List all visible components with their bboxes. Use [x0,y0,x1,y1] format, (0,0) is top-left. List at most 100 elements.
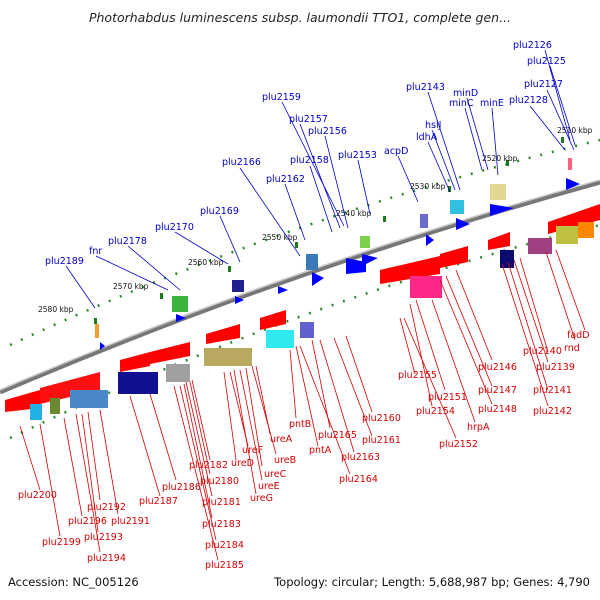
gene-arrow [440,246,468,268]
scale-label: 2560 kbp [188,258,224,267]
gene-label-top: acpD [384,146,408,157]
gene-arrow [150,342,190,364]
gene-label-bottom: plu2184 [205,540,244,551]
gene-label-top: plu2126 [513,40,552,51]
gene-label-top: plu2157 [289,114,328,125]
gene-label-bottom: ureA [270,434,293,445]
scale-label: 2570 kbp [113,282,149,291]
gene-label-bottom: plu2199 [42,537,81,548]
gene-block [172,296,188,312]
top-leader-lines [65,49,576,309]
gene-arrow [490,204,514,216]
gene-block [450,200,464,214]
gene-arrow [235,296,244,304]
gene-block [490,184,506,200]
gene-arrow [488,232,510,250]
gene-block [266,330,294,348]
gene-label-bottom: plu2163 [341,452,380,463]
gene-arrow [566,178,580,190]
gene-label-top: minC [449,98,474,109]
gene-label-top: plu2158 [290,155,329,166]
scale-label: 2520 kbp [482,154,518,163]
gene-block [95,324,99,338]
gene-block [556,226,578,244]
gene-label-bottom: ureG [250,493,273,504]
gene-block [420,214,428,228]
gene-label-bottom: plu2151 [428,392,467,403]
gene-label-top: plu2143 [406,82,445,93]
gene-block [166,364,190,382]
gene-label-bottom: plu2152 [439,439,478,450]
gene-label-top: plu2166 [222,157,261,168]
plus-strand-genes [95,158,580,350]
gene-block [50,398,60,414]
gene-label-bottom: ureE [258,481,280,492]
gene-block [410,276,442,298]
gene-label-bottom: plu2193 [84,532,123,543]
gene-label-bottom: plu2187 [139,496,178,507]
gene-label-top: plu2156 [308,126,347,137]
gene-label-bottom: fadD [567,330,590,341]
map-title: Photorhabdus luminescens subsp. laumondi… [88,10,512,25]
gene-label-bottom: pntB [289,419,311,430]
gene-block [568,158,572,170]
gene-block [306,254,318,270]
gene-label-bottom: plu2146 [478,362,517,373]
gene-arrow [260,310,286,330]
gene-arrow [346,258,366,274]
gene-arrow [456,218,470,230]
gene-label-bottom: plu2160 [362,413,401,424]
outer-dotted-track [9,138,600,347]
gene-label-top: plu2125 [527,56,566,67]
gene-arrow [176,314,186,322]
bottom-gene-labels: fadD rnd plu2140 plu2139 plu2141 plu2142… [18,330,590,571]
gene-label-bottom: plu2141 [533,385,572,396]
gene-label-top: plu2169 [200,206,239,217]
gene-arrow [120,352,150,372]
gene-label-top: hslJ [425,120,441,131]
gene-label-top: minE [480,98,504,109]
gene-block [500,250,514,268]
genome-backbone [0,179,600,395]
topology-summary: Topology: circular; Length: 5,688,987 bp… [274,575,590,589]
gene-label-bottom: plu2148 [478,404,517,415]
scale-label: 2580 kbp [38,305,74,314]
gene-label-bottom: plu2154 [416,406,455,417]
gene-block [578,222,594,238]
gene-arrow [100,342,105,350]
gene-block [30,404,42,420]
gene-block [118,372,158,394]
gene-label-bottom: plu2182 [189,460,228,471]
gene-label-bottom: plu2196 [68,516,107,527]
gene-label-top: plu2159 [262,92,301,103]
gene-label-top: plu2170 [155,222,194,233]
gene-label-top: plu2128 [509,95,548,106]
gene-label-top: ldhA [416,132,438,143]
minus-strand-genes [5,204,600,420]
gene-label-top: plu2189 [45,256,84,267]
gene-label-bottom: pntA [309,445,332,456]
gene-block [300,322,314,338]
gene-arrow [40,372,100,404]
scale-label: 2530 kbp [410,182,446,191]
gene-label-top: minD [453,88,478,99]
gene-label-bottom: plu2183 [202,519,241,530]
genome-backbone-highlight [0,179,600,391]
gene-label-top: plu2178 [108,236,147,247]
gene-label-top: plu2153 [338,150,377,161]
gene-label-bottom: plu2164 [339,474,378,485]
gene-block [232,280,244,292]
scale-label: 2510 kbp [557,126,593,135]
accession-text: Accession: NC_005126 [8,575,139,589]
gene-label-bottom: ureB [274,455,296,466]
gene-label-bottom: plu2181 [202,497,241,508]
gene-label-bottom: plu2200 [18,490,57,501]
gene-label-bottom: ureD [231,458,254,469]
gene-arrow [278,286,288,294]
gene-label-bottom: plu2155 [398,370,437,381]
gene-block [204,348,252,366]
bottom-leader-lines [19,249,586,561]
gene-label-bottom: plu2192 [87,502,126,513]
gene-label-top: fnr [89,246,102,257]
